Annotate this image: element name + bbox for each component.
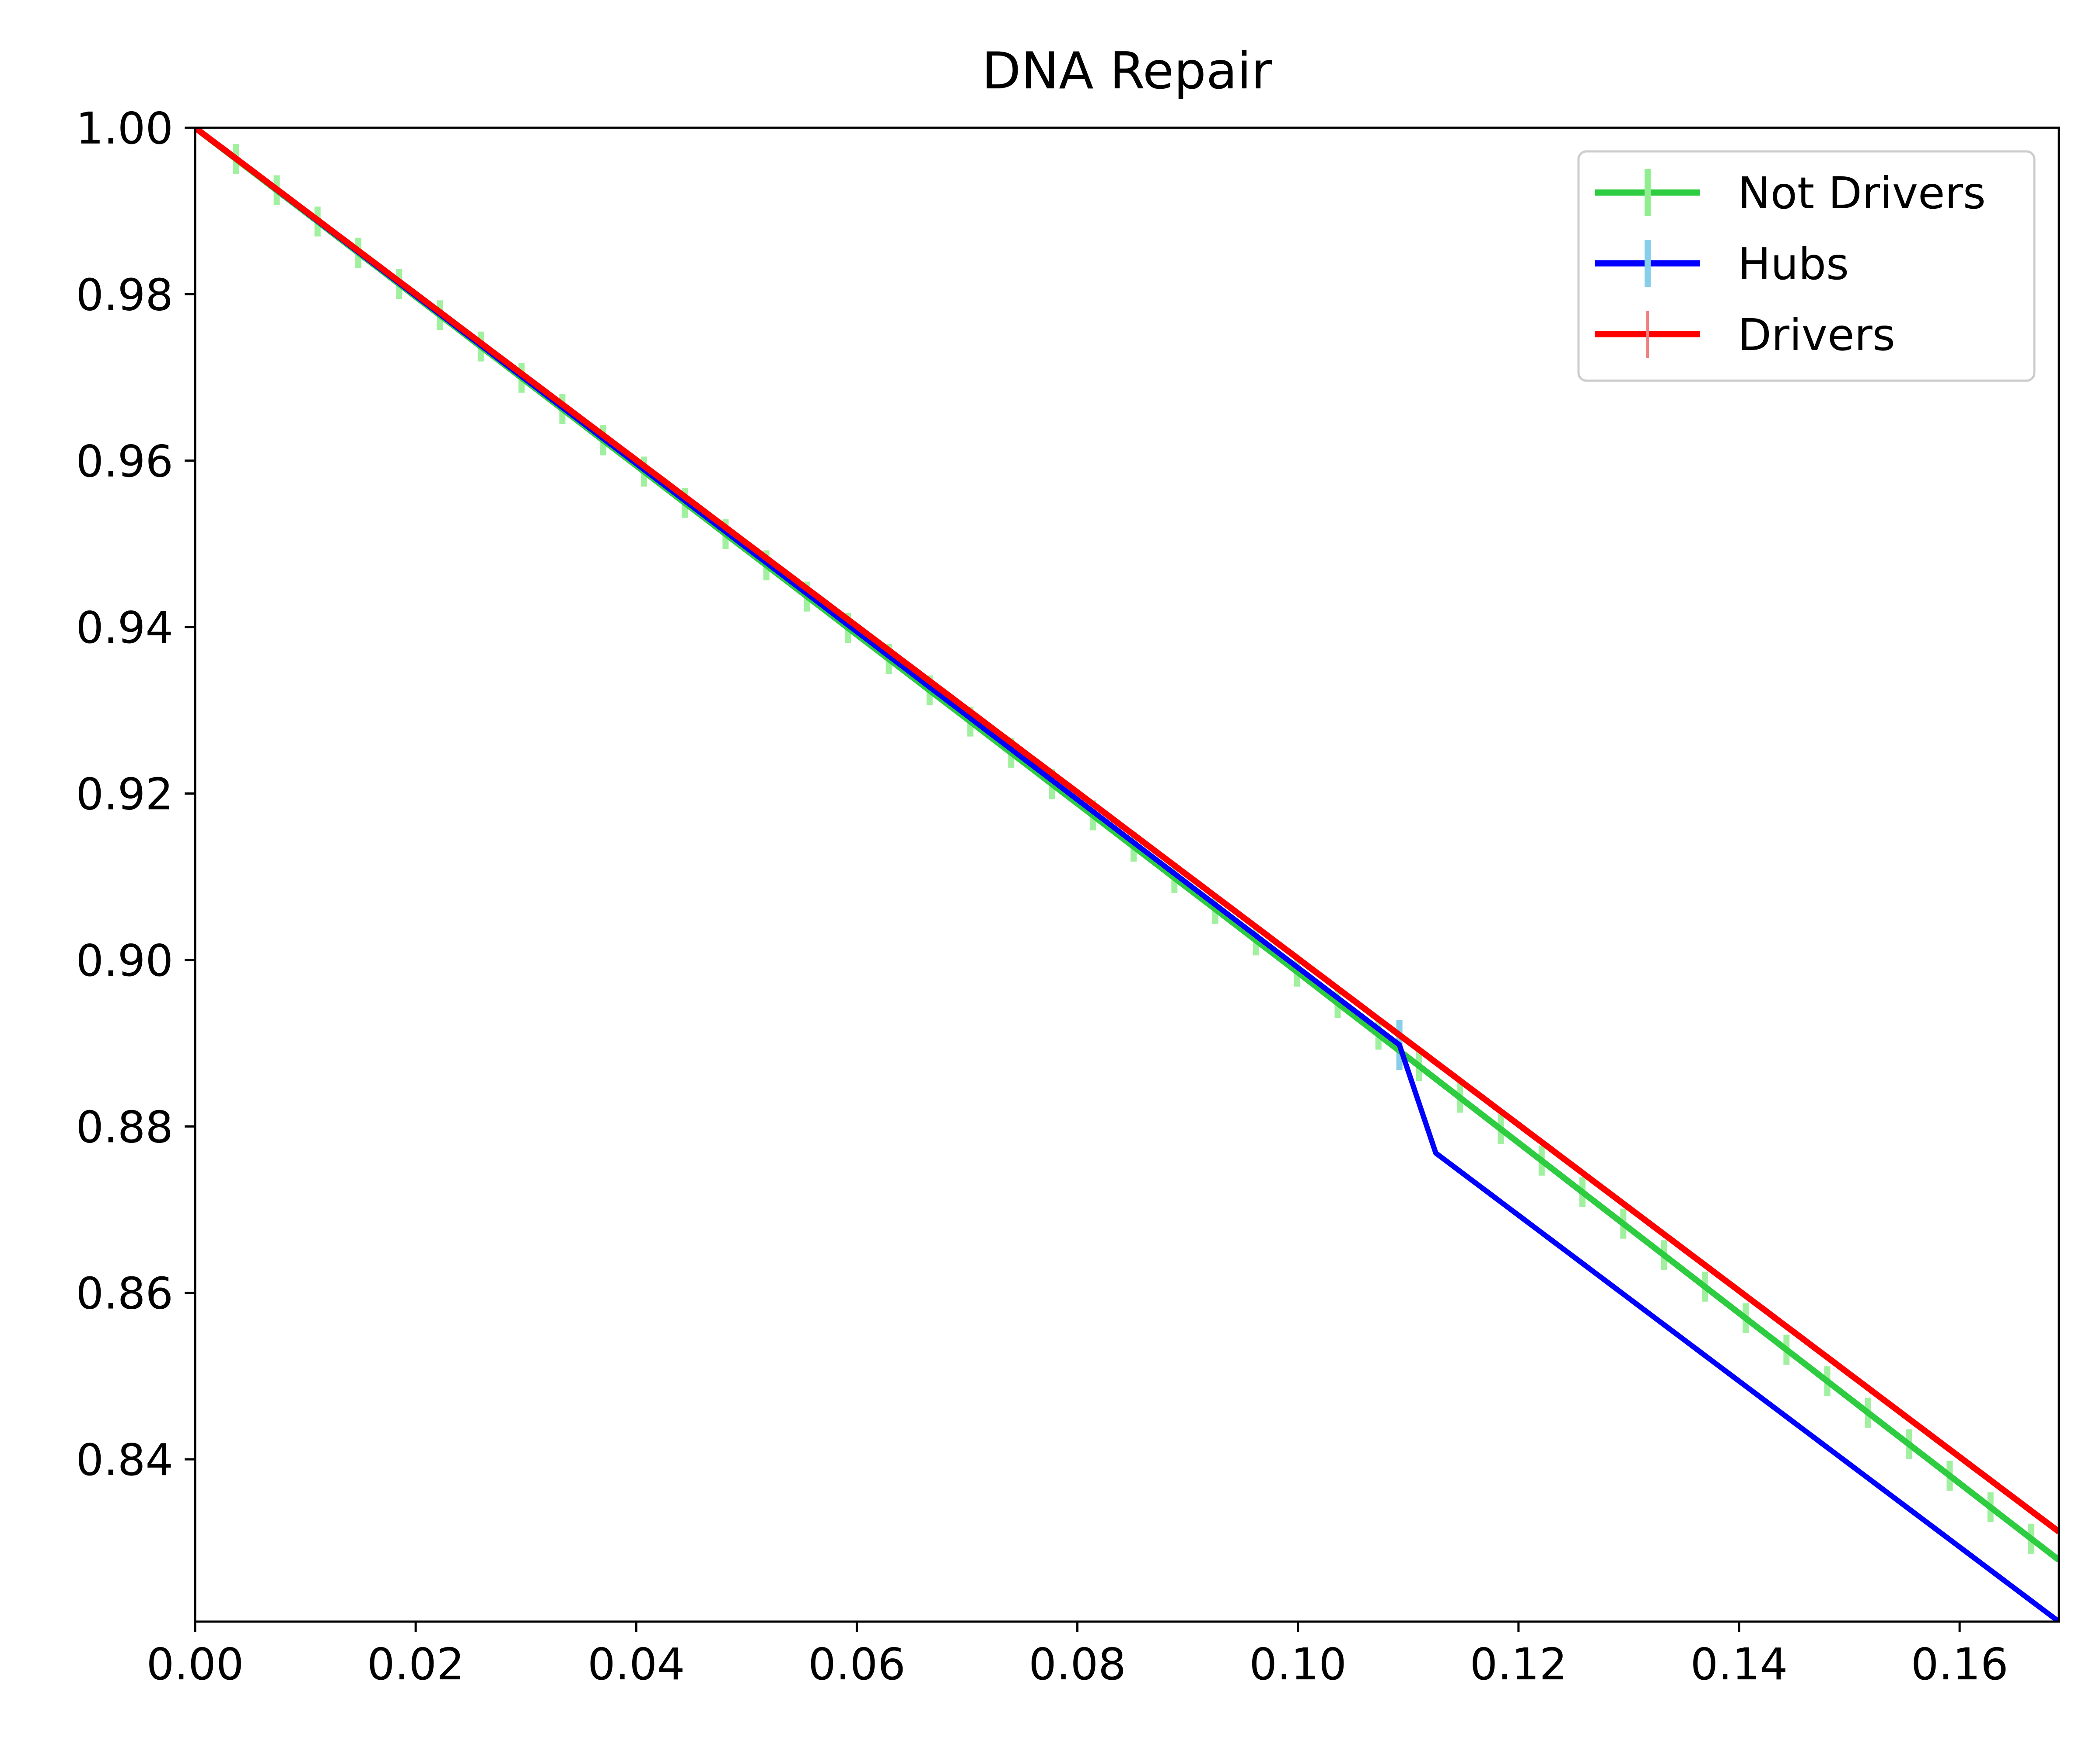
legend-item: Hubs [1595, 238, 1849, 290]
y-axis: 0.84 0.86 0.88 0.90 0.92 0.94 0.96 0.98 1.00 [76, 103, 195, 1486]
legend-label: Not Drivers [1738, 168, 1986, 219]
y-tick-label: 0.96 [76, 436, 173, 487]
drivers-line [195, 128, 2059, 1535]
y-tick-label: 0.94 [76, 602, 173, 653]
x-tick-label: 0.00 [147, 1639, 244, 1690]
legend-label: Drivers [1738, 309, 1895, 361]
x-axis: 0.00 0.02 0.04 0.06 0.08 0.10 0.12 0.14 0.16 [147, 1622, 2009, 1690]
x-tick-label: 0.16 [1911, 1639, 2009, 1690]
y-tick-label: 0.84 [76, 1434, 173, 1486]
y-tick-label: 0.90 [76, 935, 173, 986]
plot-frame [194, 126, 2060, 1623]
x-tick-label: 0.08 [1029, 1639, 1126, 1690]
legend: Not Drivers Hubs Drivers [1577, 150, 2036, 382]
legend-label: Hubs [1738, 238, 1849, 290]
plot-series [195, 128, 2059, 1622]
x-tick-label: 0.06 [808, 1639, 906, 1690]
y-tick-label: 1.00 [76, 103, 173, 154]
x-tick-label: 0.04 [588, 1639, 685, 1690]
x-tick-label: 0.10 [1249, 1639, 1347, 1690]
legend-item: Not Drivers [1595, 168, 1986, 219]
hubs-line [195, 128, 2059, 1622]
x-tick-label: 0.14 [1690, 1639, 1788, 1690]
chart-title: DNA Repair [982, 42, 1272, 101]
y-tick-label: 0.92 [76, 769, 173, 820]
y-tick-label: 0.88 [76, 1101, 173, 1153]
legend-frame [1577, 150, 2036, 382]
x-tick-label: 0.02 [367, 1639, 465, 1690]
y-tick-label: 0.98 [76, 269, 173, 320]
y-tick-label: 0.86 [76, 1268, 173, 1319]
x-tick-label: 0.12 [1470, 1639, 1568, 1690]
legend-item: Drivers [1595, 309, 1895, 361]
